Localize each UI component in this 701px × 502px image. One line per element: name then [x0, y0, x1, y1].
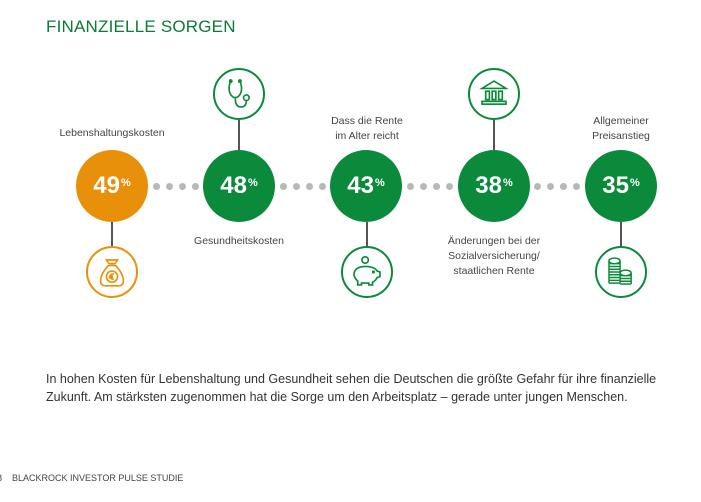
dot: [420, 183, 427, 190]
stat-unit: %: [629, 177, 640, 189]
stat-unit: %: [502, 177, 513, 189]
dot: [319, 183, 326, 190]
dot: [192, 183, 199, 190]
money-bag-euro-icon: [86, 246, 138, 298]
stat-unit: %: [374, 177, 385, 189]
label-line: Änderungen bei der: [447, 235, 541, 247]
dot: [166, 183, 173, 190]
stat-unit: %: [247, 177, 258, 189]
label-line: staatlichen Rente: [453, 265, 535, 277]
dot: [560, 183, 567, 190]
connector-line: [493, 120, 495, 150]
connector-line: [366, 222, 368, 248]
page-title: FINANZIELLE SORGEN: [46, 17, 236, 36]
item-label-health-costs: Gesundheitskosten: [194, 235, 284, 247]
label-line: Dass die Rente: [331, 115, 403, 127]
dot: [534, 183, 541, 190]
stat-value: 43: [347, 172, 374, 199]
summary-paragraph: In hohen Kosten für Lebenshaltung und Ge…: [46, 372, 657, 404]
connector-line: [620, 222, 622, 248]
label-line: Allgemeiner: [593, 115, 649, 127]
dot: [547, 183, 554, 190]
label-line: Sozialversicherung/: [448, 250, 540, 262]
stat-unit: %: [120, 177, 131, 189]
stat-circle-price-increase: 35%: [585, 150, 657, 222]
dot: [407, 183, 414, 190]
footer: 8 BLACKROCK INVESTOR PULSE STUDIE: [0, 473, 193, 483]
stat-circle-living-costs: 49%: [76, 150, 148, 222]
government-building-icon: [468, 68, 520, 120]
item-label-living-costs: Lebenshaltungskosten: [59, 127, 165, 139]
stat-value: 49: [93, 172, 120, 199]
dot: [306, 183, 313, 190]
item-label-social-insurance: Änderungen bei der Sozialversicherung/ s…: [419, 234, 569, 279]
dot: [293, 183, 300, 190]
dot: [446, 183, 453, 190]
dot: [153, 183, 160, 190]
item-label-pension: Dass die Rente im Alter reicht: [292, 114, 442, 144]
euro-coins-icon: [595, 246, 647, 298]
dot: [280, 183, 287, 190]
stat-value: 48: [220, 172, 247, 199]
stat-value: 38: [475, 172, 502, 199]
dot: [433, 183, 440, 190]
connector-line: [238, 120, 240, 150]
stethoscope-icon: [213, 68, 265, 120]
dot: [573, 183, 580, 190]
connector-line: [111, 222, 113, 248]
stat-circle-pension: 43%: [330, 150, 402, 222]
label-line: im Alter reicht: [335, 130, 399, 142]
stat-circle-health-costs: 48%: [203, 150, 275, 222]
piggy-bank-icon: [341, 246, 393, 298]
footer-text: BLACKROCK INVESTOR PULSE STUDIE: [12, 473, 184, 483]
stat-value: 35: [602, 172, 629, 199]
dot: [179, 183, 186, 190]
item-label-price-increase: Allgemeiner Preisanstieg: [546, 114, 696, 144]
label-line: Preisanstieg: [592, 130, 650, 142]
page-number: 8: [0, 473, 2, 483]
stat-circle-social-insurance: 38%: [458, 150, 530, 222]
